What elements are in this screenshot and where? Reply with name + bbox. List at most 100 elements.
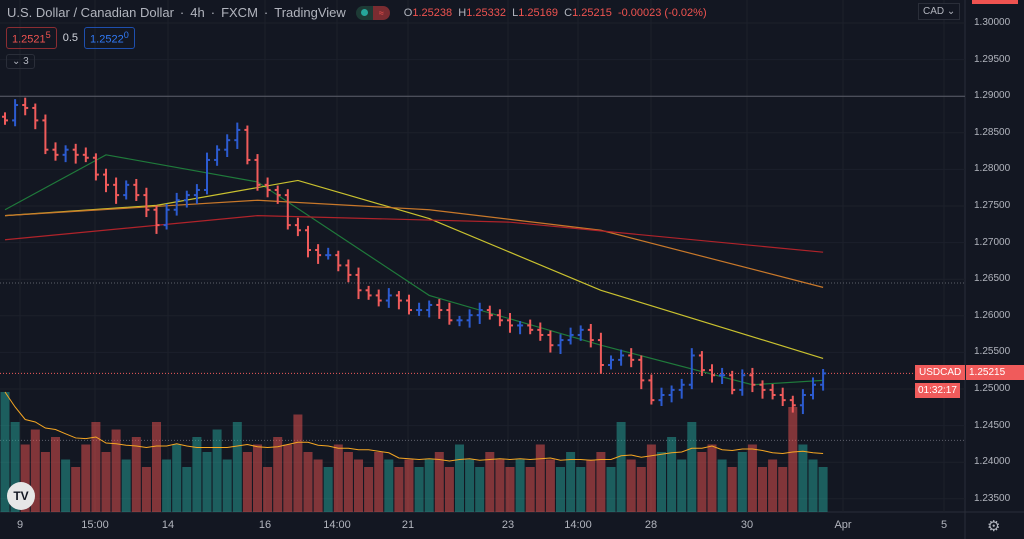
ohlc-bar <box>567 327 574 345</box>
ohlc-bar <box>456 315 463 327</box>
volume-bar <box>556 467 565 512</box>
market-status-toggle[interactable]: ≈ <box>355 5 390 20</box>
volume-bar <box>606 467 616 512</box>
buy-button[interactable]: 1.25220 <box>84 27 135 49</box>
separator: · <box>210 5 216 20</box>
y-tick-label: 1.29500 <box>974 53 1011 65</box>
volume-bar <box>687 422 697 512</box>
ohlc-readout: O1.25238 H1.25332 L1.25169 C1.25215 -0.0… <box>403 6 707 19</box>
ohlc-bar <box>668 385 675 403</box>
y-tick-label: 1.27000 <box>974 236 1011 248</box>
ohlc-bar <box>476 302 483 324</box>
y-tick-label: 1.26500 <box>974 273 1011 285</box>
exchange: FXCM <box>221 5 258 20</box>
gear-icon[interactable]: ⚙ <box>987 518 1001 535</box>
volume-bar <box>424 459 434 512</box>
ohlc-bar <box>406 294 412 315</box>
moving-average-line <box>4 179 824 359</box>
indicators-collapse-button[interactable]: ⌄ 3 <box>6 54 35 69</box>
ohlc-bar <box>537 322 544 341</box>
volume-bar <box>232 422 242 512</box>
volume-bar <box>657 452 666 512</box>
ohlc-bar <box>193 184 200 204</box>
ohlc-bar <box>103 168 109 193</box>
volume-bar <box>283 444 293 512</box>
volume-bar <box>152 422 161 512</box>
ohlc-bar <box>820 369 827 391</box>
ohlc-bar <box>375 289 382 307</box>
ohlc-bar <box>224 134 231 158</box>
volume-bar <box>586 459 596 512</box>
ohlc-bar <box>547 330 554 353</box>
last-price-tag: 1.25215 <box>966 365 1024 380</box>
volume-bar <box>465 459 475 512</box>
volume-bar <box>384 459 394 512</box>
currency-select[interactable]: CAD ⌄ <box>918 3 961 20</box>
ohlc-bar <box>739 369 746 396</box>
volume-bar <box>111 429 121 512</box>
ohlc-bar <box>143 187 150 218</box>
ohlc-bar <box>789 395 796 413</box>
y-tick-label: 1.28500 <box>974 126 1011 138</box>
ohlc-bar <box>62 145 69 163</box>
volume-bar <box>333 444 343 512</box>
volume-bar <box>354 459 363 512</box>
volume-bar <box>172 444 182 512</box>
symbol-title[interactable]: U.S. Dollar / Canadian Dollar <box>7 5 174 20</box>
ohlc-bar <box>264 177 271 198</box>
x-tick-label: 15:00 <box>81 519 109 531</box>
volume-bar <box>212 429 222 512</box>
sell-button[interactable]: 1.25215 <box>6 27 57 49</box>
moving-average-line <box>4 154 824 386</box>
x-tick-label: 14 <box>161 519 175 531</box>
ohlc-bar <box>436 299 443 319</box>
volume-bar <box>394 467 404 512</box>
ohlc-bar <box>12 99 19 127</box>
y-tick-label: 1.27500 <box>974 200 1011 211</box>
volume-bar <box>758 467 767 512</box>
interval[interactable]: 4h <box>190 5 205 20</box>
volume-bar <box>40 452 50 512</box>
separator: · <box>263 5 269 20</box>
ohlc-bar <box>759 380 766 399</box>
ohlc-bar <box>113 177 120 204</box>
ohlc-bar <box>355 267 362 300</box>
spread: 0.5 <box>62 31 79 44</box>
x-tick-label: 30 <box>740 519 754 531</box>
ohlc-bar <box>688 348 695 390</box>
volume-bar <box>444 467 454 512</box>
ohlc-bar <box>587 323 594 348</box>
volume-bar <box>596 452 606 512</box>
volume-bar <box>10 422 20 512</box>
x-tick-label: 28 <box>644 519 658 531</box>
ohlc-bar <box>72 143 79 164</box>
y-tick-label: 1.24500 <box>974 419 1011 431</box>
volume-bar <box>131 437 141 512</box>
ohlc-bar <box>214 145 221 166</box>
ohlc-bar <box>678 378 685 399</box>
volume-bar <box>20 444 30 512</box>
volume-bar <box>768 459 778 512</box>
ohlc-bar <box>698 351 705 376</box>
ohlc-bar <box>82 147 89 163</box>
x-tick-label: 9 <box>16 519 24 531</box>
volume-bar <box>303 452 313 512</box>
ohlc-bar <box>234 122 241 149</box>
ohlc-bar <box>42 114 49 155</box>
ohlc-bar <box>183 190 190 208</box>
y-tick-label: 1.28000 <box>974 163 1011 175</box>
volume-bar <box>343 452 353 512</box>
volume-bar <box>273 437 283 512</box>
ohlc-bar <box>709 364 715 383</box>
tradingview-logo[interactable]: TV <box>7 482 35 510</box>
source: TradingView <box>274 5 346 20</box>
volume-bar <box>182 467 192 512</box>
ohlc-bar <box>345 259 352 283</box>
x-tick-label: Apr <box>834 519 852 531</box>
ohlc-bar <box>577 325 584 341</box>
volume-bar <box>525 467 535 512</box>
y-tick-label: 1.25000 <box>974 383 1011 394</box>
x-tick-label: 5 <box>940 519 948 531</box>
volume-bar <box>737 452 747 512</box>
